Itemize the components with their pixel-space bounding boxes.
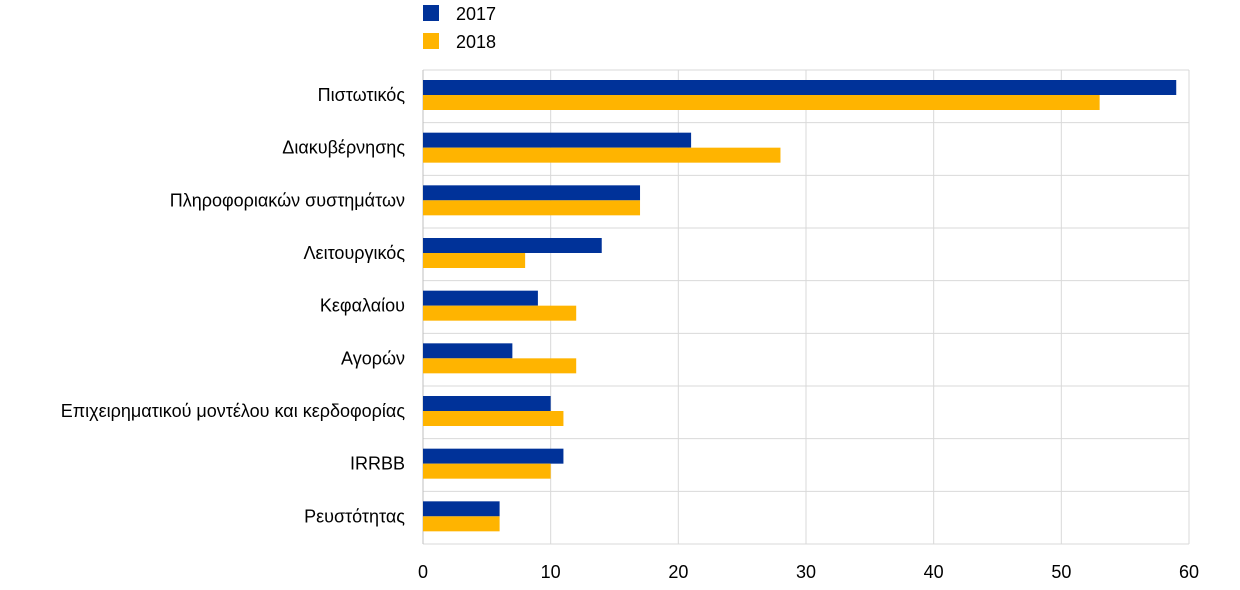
- bar-2017-8: [423, 448, 564, 464]
- bar-2017-2: [423, 132, 692, 148]
- category-label: Πιστωτικός: [318, 85, 406, 105]
- category-label: IRRBB: [350, 454, 405, 474]
- category-label: Πληροφοριακών συστημάτων: [170, 190, 405, 210]
- bar-2018-2: [423, 147, 781, 163]
- bar-2018-9: [423, 516, 500, 532]
- bar-2018-7: [423, 411, 564, 426]
- bar-2017-7: [423, 396, 551, 411]
- bar-2018-4: [423, 253, 526, 268]
- bar-2017-5: [423, 290, 538, 306]
- x-tick-label: 20: [668, 562, 688, 582]
- bar-2017-6: [423, 343, 513, 359]
- bar-2017-4: [423, 238, 602, 253]
- bar-2017-9: [423, 501, 500, 517]
- category-label: Ρευστότητας: [304, 506, 405, 526]
- legend-swatch-2018: [423, 33, 439, 49]
- legend-label: 2018: [456, 32, 496, 52]
- x-tick-label: 30: [796, 562, 816, 582]
- x-tick-label: 10: [541, 562, 561, 582]
- bar-2018-5: [423, 305, 577, 321]
- legend-swatch-2017: [423, 5, 439, 21]
- bar-2018-8: [423, 463, 551, 479]
- bar-2018-6: [423, 358, 577, 374]
- category-label: Κεφαλαίου: [320, 296, 405, 316]
- x-tick-label: 50: [1051, 562, 1071, 582]
- x-tick-label: 40: [924, 562, 944, 582]
- bar-2018-3: [423, 200, 641, 216]
- category-label: Διακυβέρνησης: [282, 138, 405, 158]
- x-tick-label: 0: [418, 562, 428, 582]
- category-label: Λειτουργικός: [304, 243, 406, 263]
- category-label: Αγορών: [341, 348, 405, 368]
- bar-2018-1: [423, 95, 1100, 110]
- legend-label: 2017: [456, 4, 496, 24]
- bar-2017-1: [423, 80, 1177, 95]
- category-label: Επιχειρηματικού μοντέλου και κερδοφορίας: [61, 401, 406, 421]
- x-tick-label: 60: [1179, 562, 1199, 582]
- bar-2017-3: [423, 185, 641, 201]
